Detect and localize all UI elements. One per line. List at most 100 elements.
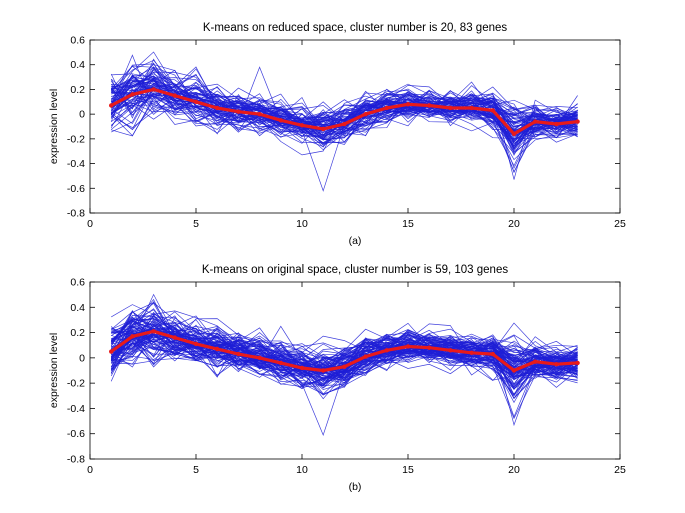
x-tick-label: 20: [508, 218, 520, 230]
y-tick-label: -0.2: [67, 378, 85, 390]
gene-profile-line: [111, 104, 578, 140]
x-axis-label: (b): [349, 481, 362, 493]
gene-profile-line: [110, 341, 578, 388]
centroid-series: [109, 329, 580, 373]
gene-profile-line: [111, 96, 578, 161]
centroid-point: [257, 111, 262, 117]
gene-profile-line: [111, 331, 578, 396]
centroid-point: [405, 102, 411, 107]
centroid-point: [299, 365, 305, 371]
chart-panel-b: 0 5 10 15 20 25 -0.8 -0.6 -0.4 -0.2 0 0.2 0.4 0.6 K-me…: [48, 264, 626, 493]
gene-profile-line: [110, 335, 578, 381]
y-tick-label: 0.6: [70, 35, 85, 47]
gene-profile-line: [110, 315, 578, 376]
gene-profile-line: [110, 85, 578, 144]
y-tick-label: -0.4: [67, 158, 85, 170]
centroid-point: [257, 355, 262, 361]
gene-profile-line: [111, 304, 578, 364]
y-axis-label: expression level: [48, 333, 60, 408]
y-tick-label: 0.6: [70, 277, 85, 289]
centroid-point: [215, 105, 220, 111]
y-tick-label: 0.4: [70, 302, 85, 314]
centroid-point: [236, 109, 241, 114]
centroid-point: [575, 360, 580, 366]
centroid-point: [490, 351, 495, 357]
y-tick-label: 0.4: [70, 59, 85, 71]
centroid-point: [384, 105, 389, 111]
y-tick-label: -0.8: [67, 208, 85, 220]
y-tick-label: 0.2: [70, 84, 85, 96]
centroid-point: [554, 361, 559, 367]
x-tick-label: 0: [87, 464, 93, 476]
centroid-point: [533, 119, 538, 124]
y-tick-label: -0.8: [67, 454, 85, 466]
x-tick-label: 25: [614, 218, 626, 230]
y-tick-label: -0.4: [67, 403, 85, 415]
centroid-point: [215, 346, 220, 352]
chart-title: K-means on original space, cluster numbe…: [202, 264, 508, 276]
centroid-point: [469, 350, 474, 355]
y-tick-label: -0.6: [67, 183, 85, 195]
gene-profile-line: [110, 76, 578, 131]
centroid-point: [193, 99, 199, 104]
centroid-point: [533, 359, 538, 364]
gene-profile-line: [110, 322, 578, 372]
centroid-point: [109, 349, 114, 354]
y-tick-label: -0.6: [67, 428, 85, 440]
centroid-point: [448, 348, 453, 353]
centroid-point: [427, 345, 432, 350]
x-tick-label: 20: [508, 464, 520, 476]
centroid-point: [299, 123, 305, 128]
plot-frame: [89, 39, 621, 214]
gene-profile-line: [110, 59, 578, 138]
x-axis-label: (a): [349, 235, 362, 247]
centroid-point: [321, 368, 326, 373]
centroid-point: [172, 335, 177, 340]
plot-frame: [89, 281, 621, 460]
centroid-point: [342, 121, 347, 127]
chart-title: K-means on reduced space, cluster number…: [203, 22, 508, 34]
gene-profile-line: [110, 327, 578, 389]
chart-panel-a: 0 5 10 15 20 25 -0.8 -0.6 -0.4 -0.2 0 0.2 0.4 0.6 K-me…: [48, 22, 626, 247]
centroid-point: [151, 329, 156, 334]
x-tick-label: 15: [402, 218, 414, 230]
centroid-point: [278, 118, 283, 123]
centroid-point: [469, 105, 474, 111]
centroid-point: [172, 93, 177, 98]
centroid-point: [109, 103, 114, 108]
gene-profile-line: [110, 315, 578, 373]
y-tick-label: 0.2: [70, 327, 85, 339]
x-tick-label: 5: [193, 464, 199, 476]
x-tick-label: 10: [296, 464, 308, 476]
gene-profile-line: [110, 76, 578, 128]
x-tick-label: 15: [402, 464, 414, 476]
gene-profile-line: [110, 335, 578, 379]
centroid-point: [405, 344, 411, 349]
y-tick-label: 0: [79, 109, 85, 121]
centroid-point: [236, 351, 241, 357]
centroid-point: [575, 119, 580, 124]
y-tick-label: 0: [79, 352, 85, 364]
centroid-point: [130, 92, 135, 97]
centroid-point: [363, 111, 368, 117]
centroid-point: [490, 108, 495, 113]
centroid-point: [554, 121, 559, 127]
gene-profile-line: [110, 317, 578, 375]
gene-profile-line: [111, 80, 578, 130]
centroid-point: [363, 354, 368, 359]
gene-profile-line: [110, 326, 578, 396]
gene-profile-lines: [110, 51, 578, 192]
centroid-point: [511, 131, 517, 137]
gene-profile-line: [110, 84, 578, 126]
centroid-point: [448, 105, 453, 111]
gene-profile-line: [111, 318, 578, 375]
centroid-point: [427, 103, 432, 108]
x-tick-label: 5: [193, 218, 199, 230]
gene-profile-line: [111, 86, 578, 169]
y-axis-label: expression level: [48, 89, 60, 164]
x-tick-label: 10: [296, 218, 308, 230]
centroid-series: [109, 87, 580, 137]
centroid-point: [193, 341, 199, 347]
y-tick-label: -0.2: [67, 133, 85, 145]
